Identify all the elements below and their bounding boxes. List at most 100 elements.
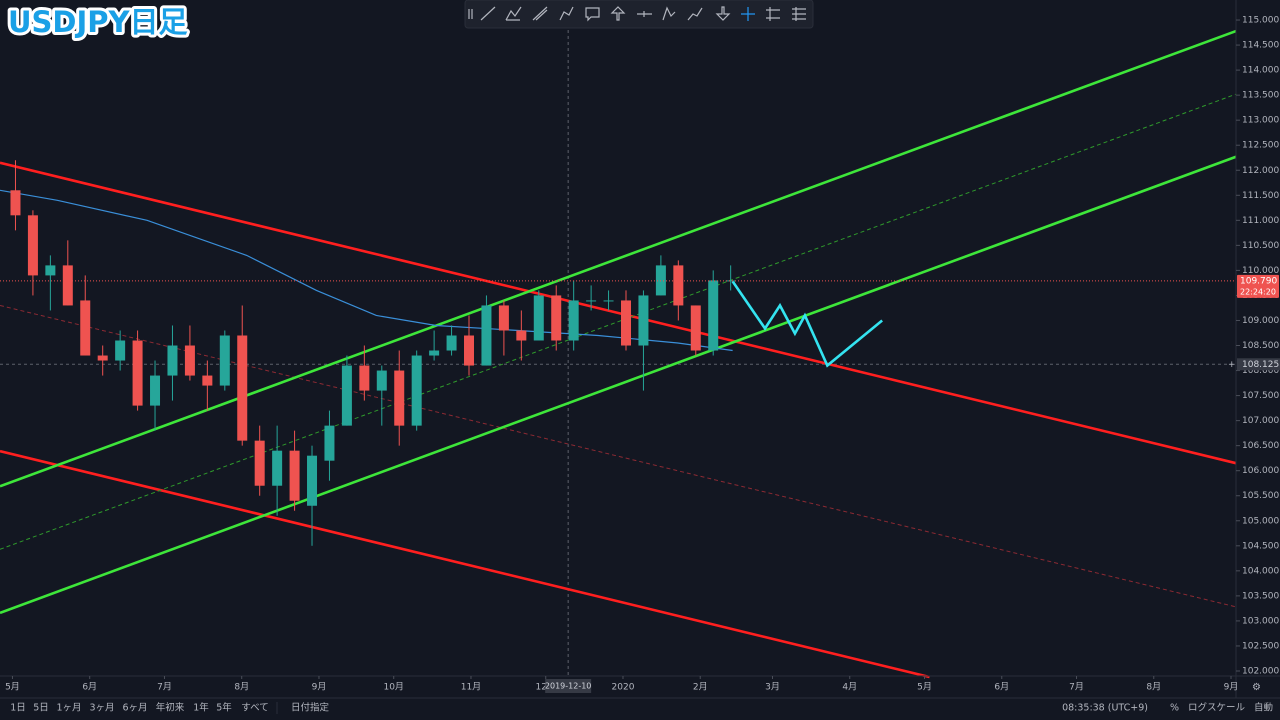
x-tick-label: 4月 [842, 682, 857, 693]
y-tick-label: 108.000 [1242, 366, 1279, 376]
candle-body [498, 305, 509, 331]
trend-line [731, 280, 883, 368]
candle-body [359, 365, 370, 391]
candle-body [690, 305, 701, 351]
pattern-tool[interactable] [662, 6, 676, 21]
range-button[interactable]: 6ヶ月 [122, 703, 147, 714]
chart-title: USDJPY日足 [8, 5, 188, 39]
settings-icon[interactable]: ⚙ [1252, 682, 1261, 693]
plot-area [0, 0, 1237, 679]
candle-body [481, 305, 492, 366]
y-tick-label: 106.500 [1242, 441, 1279, 451]
y-tick-label: 110.000 [1242, 266, 1279, 276]
candle-body [516, 330, 527, 341]
y-tick-label: 107.000 [1242, 416, 1279, 426]
candle-body [725, 280, 736, 282]
countdown-label: 22:24:20 [1240, 287, 1276, 296]
y-tick-label: 102.000 [1242, 666, 1279, 676]
y-tick-label: 106.000 [1242, 466, 1279, 476]
candle-body [394, 370, 405, 426]
date-range-button[interactable]: 日付指定 [291, 702, 330, 714]
range-button[interactable]: 1ヶ月 [56, 703, 81, 714]
arrow-up-tool[interactable] [610, 6, 626, 21]
arrow-down-tool[interactable] [715, 6, 731, 21]
candle-body [254, 440, 265, 486]
x-tick-label: 8月 [1146, 682, 1161, 693]
x-tick-label: 7月 [157, 682, 172, 693]
candle-body [62, 265, 73, 306]
callout-tool[interactable] [585, 7, 600, 22]
y-tick-label: 104.000 [1242, 566, 1279, 576]
y-tick-label: 111.500 [1242, 191, 1279, 201]
candle-body [115, 340, 126, 361]
x-tick-label: 2月 [693, 682, 708, 693]
clock: 08:35:38 (UTC+9) [1062, 703, 1148, 714]
path-tool[interactable] [559, 6, 574, 21]
y-tick-label: 112.000 [1242, 166, 1279, 176]
range-button[interactable]: 1年 [193, 702, 209, 714]
y-tick-label: 107.500 [1242, 391, 1279, 401]
fib-tool[interactable] [766, 7, 780, 21]
trend-line [0, 93, 1237, 550]
y-tick-label: 104.500 [1242, 541, 1279, 551]
candle-body [45, 265, 56, 276]
y-tick-label: 113.000 [1242, 116, 1279, 126]
pitchfork-tool[interactable] [505, 6, 522, 21]
candle-body [429, 350, 440, 356]
range-button[interactable]: 1日 [10, 703, 26, 714]
crosshair-tool[interactable] [741, 7, 755, 21]
candle-body [150, 375, 161, 406]
range-button[interactable]: 年初来 [156, 702, 185, 714]
candle-body [237, 335, 248, 441]
bottom-bar: 1日 5日 1ヶ月 3ヶ月 6ヶ月 年初来 1年 5年 すべて 日付指定 08:35:38 (UTC… [10, 702, 1273, 714]
trend-line [0, 155, 1237, 615]
candle-body [307, 455, 318, 506]
candle-body [219, 335, 230, 386]
y-tick-label: 113.500 [1242, 91, 1279, 101]
candle-body [10, 190, 21, 216]
x-tick-label: 5月 [917, 682, 932, 693]
axes: 102.000 102.500 103.000 103.500 104.000 104.5… [5, 16, 1280, 693]
range-button[interactable]: 5年 [216, 702, 232, 714]
candle-body [621, 300, 631, 346]
y-tick-label: 112.500 [1242, 141, 1279, 151]
candle-body [376, 370, 387, 391]
candle-body [533, 295, 544, 341]
range-button[interactable]: 5日 [33, 703, 49, 714]
trend-line-tool[interactable] [480, 6, 496, 21]
y-tick-label: 103.500 [1242, 591, 1279, 601]
candle-body [551, 295, 562, 341]
range-button[interactable]: 3ヶ月 [89, 703, 114, 714]
channel-tool[interactable] [532, 6, 548, 21]
y-tick-label: 105.000 [1242, 516, 1279, 526]
crosshair-date-badge [545, 679, 592, 693]
y-tick-label: 114.000 [1242, 66, 1279, 76]
horizontal-line-tool[interactable] [637, 11, 652, 17]
projection-tool[interactable] [687, 7, 703, 21]
x-tick-label: 6月 [82, 682, 97, 693]
range-button[interactable]: すべて [241, 703, 268, 714]
auto-toggle[interactable]: 自動 [1254, 702, 1273, 714]
crosshair-plus: + [1228, 360, 1236, 370]
x-tick-label: 11月 [461, 682, 481, 693]
fib-extension-tool[interactable] [792, 7, 806, 21]
candle-body [132, 340, 143, 406]
last-price-label: 109.790 [1240, 276, 1277, 286]
candle-body [272, 450, 283, 486]
trend-line [0, 304, 1237, 608]
x-tick-label: 7月 [1069, 682, 1084, 693]
y-tick-label: 110.500 [1242, 241, 1279, 251]
x-tick-label: 9月 [1224, 682, 1239, 693]
log-scale-toggle[interactable]: ログスケール [1188, 702, 1246, 714]
candle-body [586, 300, 597, 302]
x-tick-label: 3月 [765, 682, 780, 693]
candle-body [411, 355, 422, 426]
last-price-badge [1237, 274, 1279, 298]
candle-body [638, 295, 649, 346]
y-tick-label: 105.500 [1242, 491, 1279, 501]
y-tick-label: 111.000 [1242, 216, 1279, 226]
percent-toggle[interactable]: % [1170, 703, 1179, 714]
drawing-toolbar [464, 0, 814, 29]
grip [468, 9, 473, 19]
x-tick-label: 8月 [234, 682, 249, 693]
